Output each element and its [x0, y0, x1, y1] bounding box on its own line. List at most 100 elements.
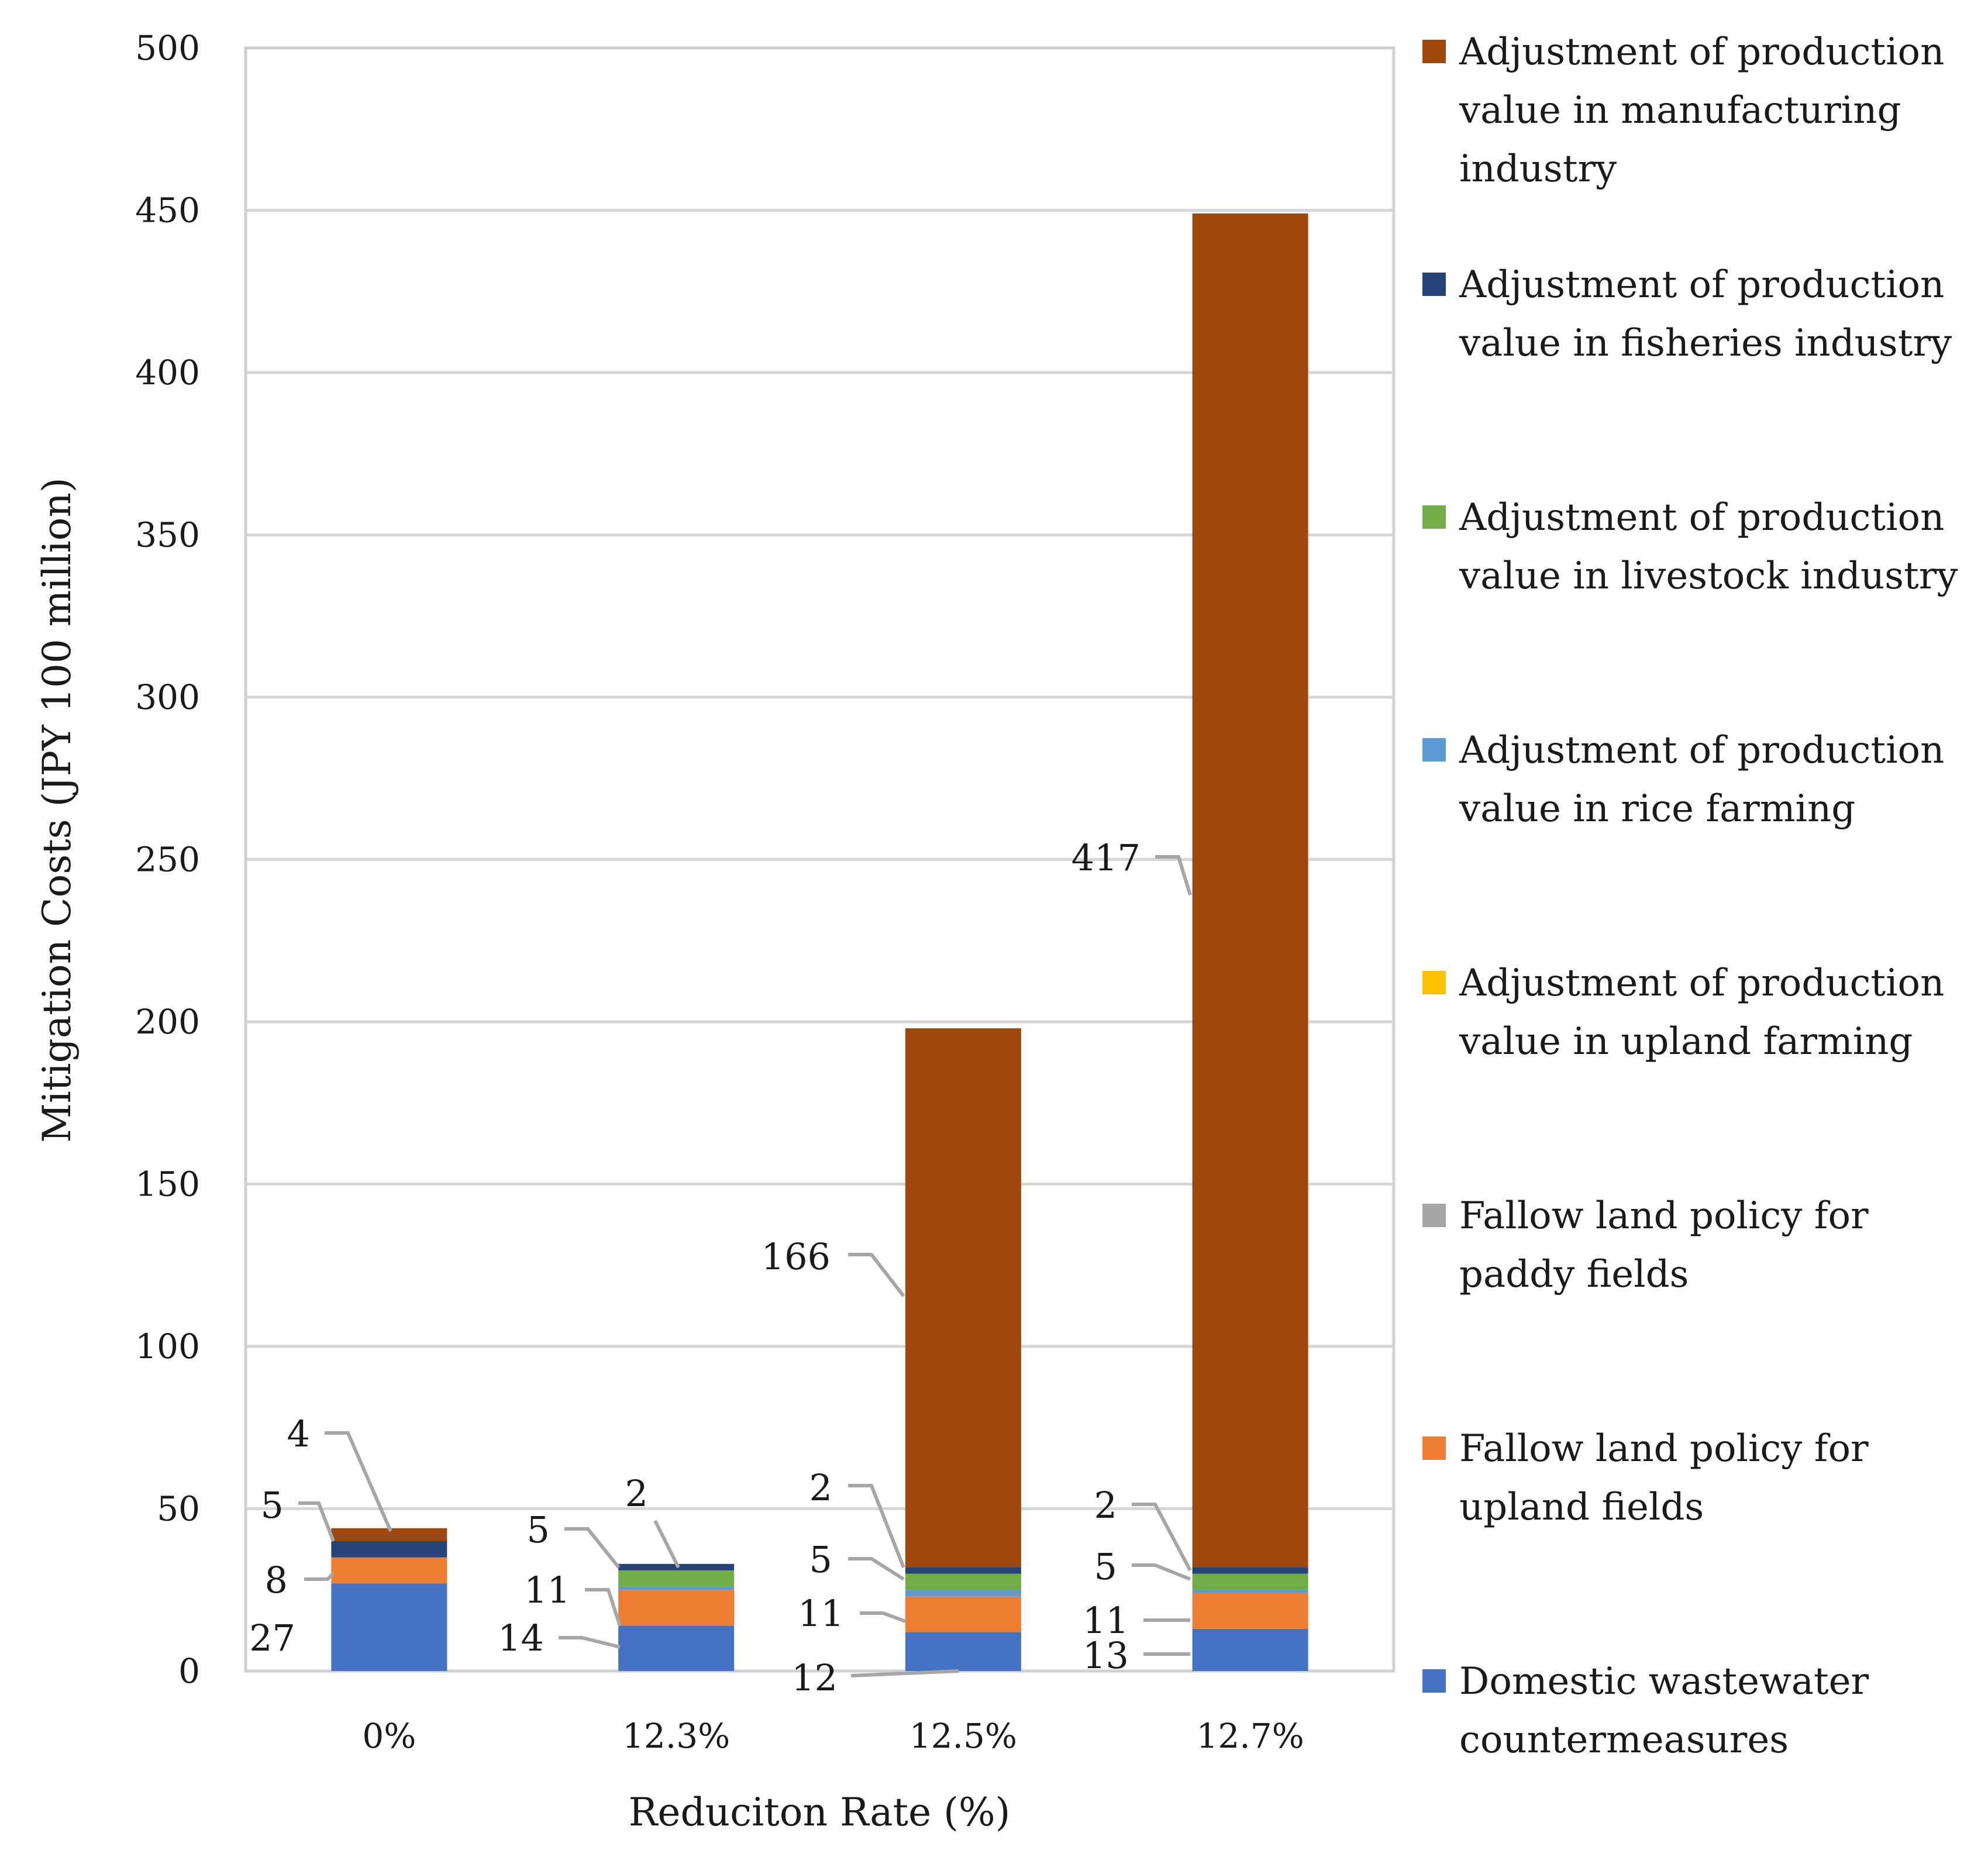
bar-segment — [1192, 1573, 1308, 1590]
legend-label: Adjustment of production — [1459, 30, 1944, 74]
legend-swatch — [1422, 738, 1446, 762]
legend-swatch — [1422, 40, 1446, 63]
legend-swatch — [1422, 505, 1446, 529]
bar-segment — [618, 1590, 735, 1626]
leader-line — [860, 1611, 907, 1623]
data-label: 12 — [791, 1656, 838, 1699]
bar-segment — [331, 1557, 447, 1584]
legend-label: value in fisheries industry — [1459, 322, 1952, 365]
x-axis-title: Reduciton Rate (%) — [629, 1790, 1011, 1835]
legend-entry: Domestic wastewater countermeasures — [1422, 1660, 1869, 1762]
bar-segment — [905, 1567, 1021, 1574]
bar-segment — [905, 1573, 1021, 1590]
legend-label: Fallow land policy for — [1459, 1427, 1869, 1470]
bar-segment — [618, 1586, 735, 1590]
legend-label: Adjustment of production — [1459, 263, 1944, 306]
data-label: 27 — [249, 1617, 295, 1659]
data-label: 5 — [1094, 1545, 1117, 1588]
legend-label: Domestic wastewater — [1459, 1660, 1869, 1703]
data-label: 5 — [527, 1508, 550, 1551]
y-tick-label: 150 — [135, 1165, 200, 1204]
legend-label: countermeasures — [1459, 1718, 1789, 1762]
leader-line — [848, 1484, 905, 1569]
bar-segment — [618, 1625, 735, 1671]
y-tick-label: 500 — [135, 28, 200, 68]
data-label: 5 — [809, 1538, 832, 1581]
data-label: 2 — [809, 1466, 832, 1509]
data-label: 8 — [265, 1559, 288, 1601]
y-tick-label: 200 — [135, 1002, 200, 1042]
legend-swatch — [1422, 1436, 1446, 1460]
legend-label: paddy fields — [1459, 1253, 1689, 1296]
y-tick-label: 350 — [135, 515, 200, 555]
data-label: 11 — [1083, 1599, 1129, 1642]
leader-line — [848, 1253, 905, 1297]
y-tick-label: 450 — [135, 191, 200, 230]
bar-segment — [331, 1583, 447, 1671]
leader-line — [298, 1501, 335, 1542]
leader-line — [653, 1520, 680, 1569]
y-tick-label: 100 — [135, 1327, 200, 1366]
leader-line — [585, 1588, 622, 1627]
data-label: 2 — [625, 1472, 648, 1515]
leader-line — [1155, 855, 1192, 895]
legend-label: value in manufacturing — [1459, 89, 1901, 132]
leader-line — [1132, 1563, 1191, 1581]
data-label: 166 — [762, 1235, 831, 1278]
bar-segment — [905, 1028, 1021, 1567]
x-tick-label: 0% — [362, 1716, 416, 1756]
legend-entry: Fallow land policy for upland fields — [1422, 1427, 1869, 1529]
y-tick-label: 50 — [157, 1489, 200, 1529]
legend-label: Adjustment of production — [1459, 496, 1944, 539]
data-label: 2 — [1094, 1484, 1117, 1527]
bar-segment — [618, 1570, 735, 1587]
legend-label: value in livestock industry — [1459, 554, 1958, 598]
bar-segment — [905, 1590, 1021, 1597]
data-label: 11 — [524, 1569, 570, 1611]
leader-line — [304, 1572, 335, 1581]
legend-entry: Fallow land policy for paddy fields — [1422, 1194, 1869, 1296]
x-tick-label: 12.7% — [1196, 1716, 1304, 1756]
bar-segment — [1192, 1590, 1308, 1593]
legend-swatch — [1422, 971, 1446, 994]
legend-label: value in rice farming — [1459, 787, 1855, 831]
data-label: 13 — [1083, 1634, 1129, 1677]
legend: Adjustment of production value in manufac… — [1422, 30, 1958, 1762]
legend-swatch — [1422, 1669, 1446, 1693]
data-label: 11 — [798, 1592, 844, 1635]
legend-entry: Adjustment of production value in manufac… — [1422, 30, 1944, 191]
bar-segment — [331, 1528, 447, 1541]
legend-swatch — [1422, 1204, 1446, 1227]
leader-line — [1132, 1503, 1192, 1572]
legend-swatch — [1422, 273, 1446, 296]
legend-entry: Adjustment of production value in livesto… — [1422, 496, 1958, 598]
leader-line — [850, 1669, 960, 1677]
bar-segment — [1192, 213, 1308, 1567]
legend-entry: Adjustment of production value in upland … — [1422, 962, 1944, 1063]
y-axis-ticks: 0 50 100 150 200 250 300 350 400 450 500 — [135, 28, 200, 1691]
leader-lines — [298, 855, 1192, 1677]
x-axis-ticks: 0% 12.3% 12.5% 12.7% — [362, 1716, 1304, 1756]
y-axis-title: Mitigation Costs (JPY 100 million) — [35, 477, 80, 1142]
legend-label: Fallow land policy for — [1459, 1194, 1869, 1238]
x-tick-label: 12.5% — [909, 1716, 1017, 1756]
bar-segment — [1192, 1593, 1308, 1629]
legend-label: Adjustment of production — [1459, 729, 1944, 772]
data-label: 14 — [498, 1617, 544, 1659]
bar-segment — [1192, 1628, 1308, 1671]
data-label: 417 — [1071, 836, 1141, 879]
leader-line — [848, 1557, 905, 1581]
data-label: 5 — [261, 1484, 284, 1527]
y-tick-label: 250 — [135, 840, 200, 880]
bar-segment — [618, 1563, 735, 1570]
bar-segment — [331, 1541, 447, 1558]
legend-label: value in upland farming — [1459, 1020, 1913, 1063]
legend-label: upland fields — [1459, 1486, 1704, 1529]
leader-line — [559, 1636, 621, 1649]
x-tick-label: 12.3% — [622, 1716, 730, 1756]
legend-entry: Adjustment of production value in rice fa… — [1422, 729, 1944, 831]
bar-segment — [905, 1596, 1021, 1632]
